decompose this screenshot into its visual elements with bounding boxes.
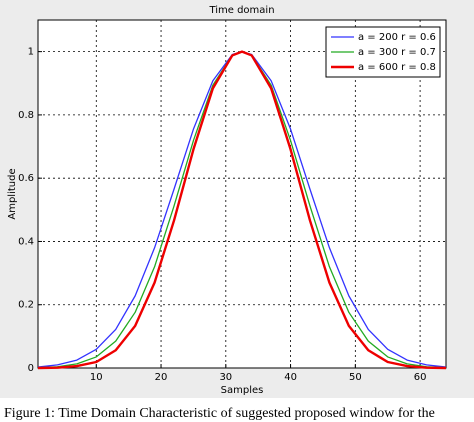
legend: a = 200 r = 0.6 a = 300 r = 0.7 a = 600 r … — [325, 26, 441, 78]
y-tick-label: 0 — [28, 363, 34, 374]
y-tick-label: 0.4 — [18, 236, 34, 247]
y-tick-label: 0.2 — [18, 300, 34, 311]
x-axis-label: Samples — [221, 385, 264, 396]
y-tick-label: 0.6 — [18, 173, 34, 184]
y-tick-label: 1 — [28, 47, 34, 58]
x-tick-label: 40 — [284, 372, 297, 383]
plot-area — [37, 19, 447, 369]
x-tick-label: 10 — [90, 372, 103, 383]
legend-label: a = 600 r = 0.8 — [358, 62, 436, 73]
chart-title: Time domain — [208, 5, 274, 16]
x-tick-label: 20 — [155, 372, 168, 383]
caption: Figure 1: Time Domain Characteristic of … — [4, 406, 435, 421]
legend-label: a = 300 r = 0.7 — [358, 47, 436, 58]
x-tick-label: 30 — [219, 372, 232, 383]
y-tick-label: 0.8 — [18, 110, 34, 121]
line-series — [37, 50, 447, 370]
x-tick-label: 50 — [349, 372, 362, 383]
y-axis-label: Amplitude — [7, 168, 18, 219]
legend-label: a = 200 r = 0.6 — [358, 32, 436, 43]
x-tick-label: 60 — [414, 372, 427, 383]
